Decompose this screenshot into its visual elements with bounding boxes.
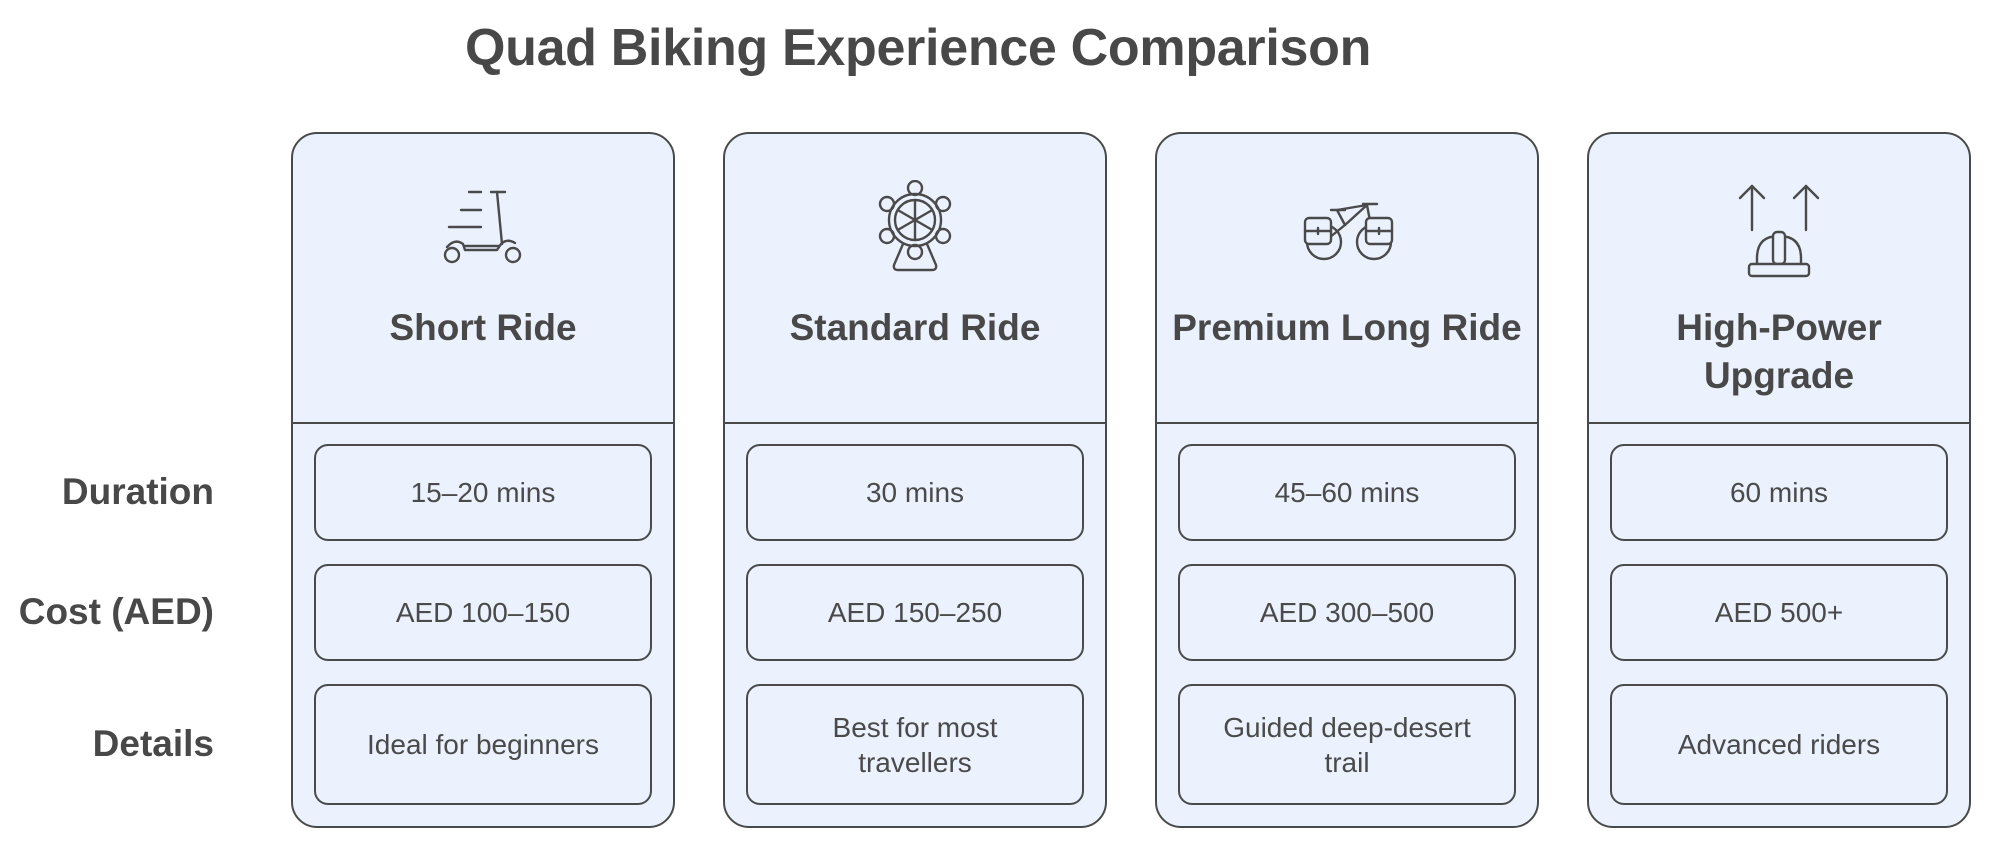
card-header: Premium Long Ride [1157,134,1537,424]
cost-cell: AED 150–250 [746,564,1084,661]
duration-cell: 15–20 mins [314,444,652,541]
details-cell: Guided deep-desert trail [1178,684,1516,805]
option-card-standard-ride: Standard Ride 30 mins AED 150–250 Best f… [723,132,1107,828]
option-card-high-power-upgrade: High-Power Upgrade 60 mins AED 500+ Adva… [1587,132,1971,828]
duration-cell: 45–60 mins [1178,444,1516,541]
card-header: Standard Ride [725,134,1105,424]
touring-bicycle-icon [1297,180,1397,280]
duration-cell: 60 mins [1610,444,1948,541]
row-label-details: Details [92,723,214,764]
card-header: Short Ride [293,134,673,424]
details-cell: Ideal for beginners [314,684,652,805]
page-title: Quad Biking Experience Comparison [464,19,1372,77]
card-title: Premium Long Ride [1172,307,1522,348]
details-cell: Best for most travellers [746,684,1084,805]
card-title: Standard Ride [789,307,1041,348]
kick-scooter-icon [433,180,533,280]
cost-cell: AED 300–500 [1178,564,1516,661]
ferris-wheel-icon [865,180,965,280]
card-header: High-Power Upgrade [1589,134,1969,424]
helmet-upgrade-icon [1729,180,1829,280]
card-title: Short Ride [389,307,577,348]
card-title: High-Power Upgrade [1676,307,1882,396]
cost-cell: AED 500+ [1610,564,1948,661]
option-card-short-ride: Short Ride 15–20 mins AED 100–150 Ideal … [291,132,675,828]
details-cell: Advanced riders [1610,684,1948,805]
duration-cell: 30 mins [746,444,1084,541]
row-label-cost: Cost (AED) [18,591,214,632]
row-label-duration: Duration [61,471,214,512]
cost-cell: AED 100–150 [314,564,652,661]
option-card-premium-long-ride: Premium Long Ride 45–60 mins AED 300–500… [1155,132,1539,828]
